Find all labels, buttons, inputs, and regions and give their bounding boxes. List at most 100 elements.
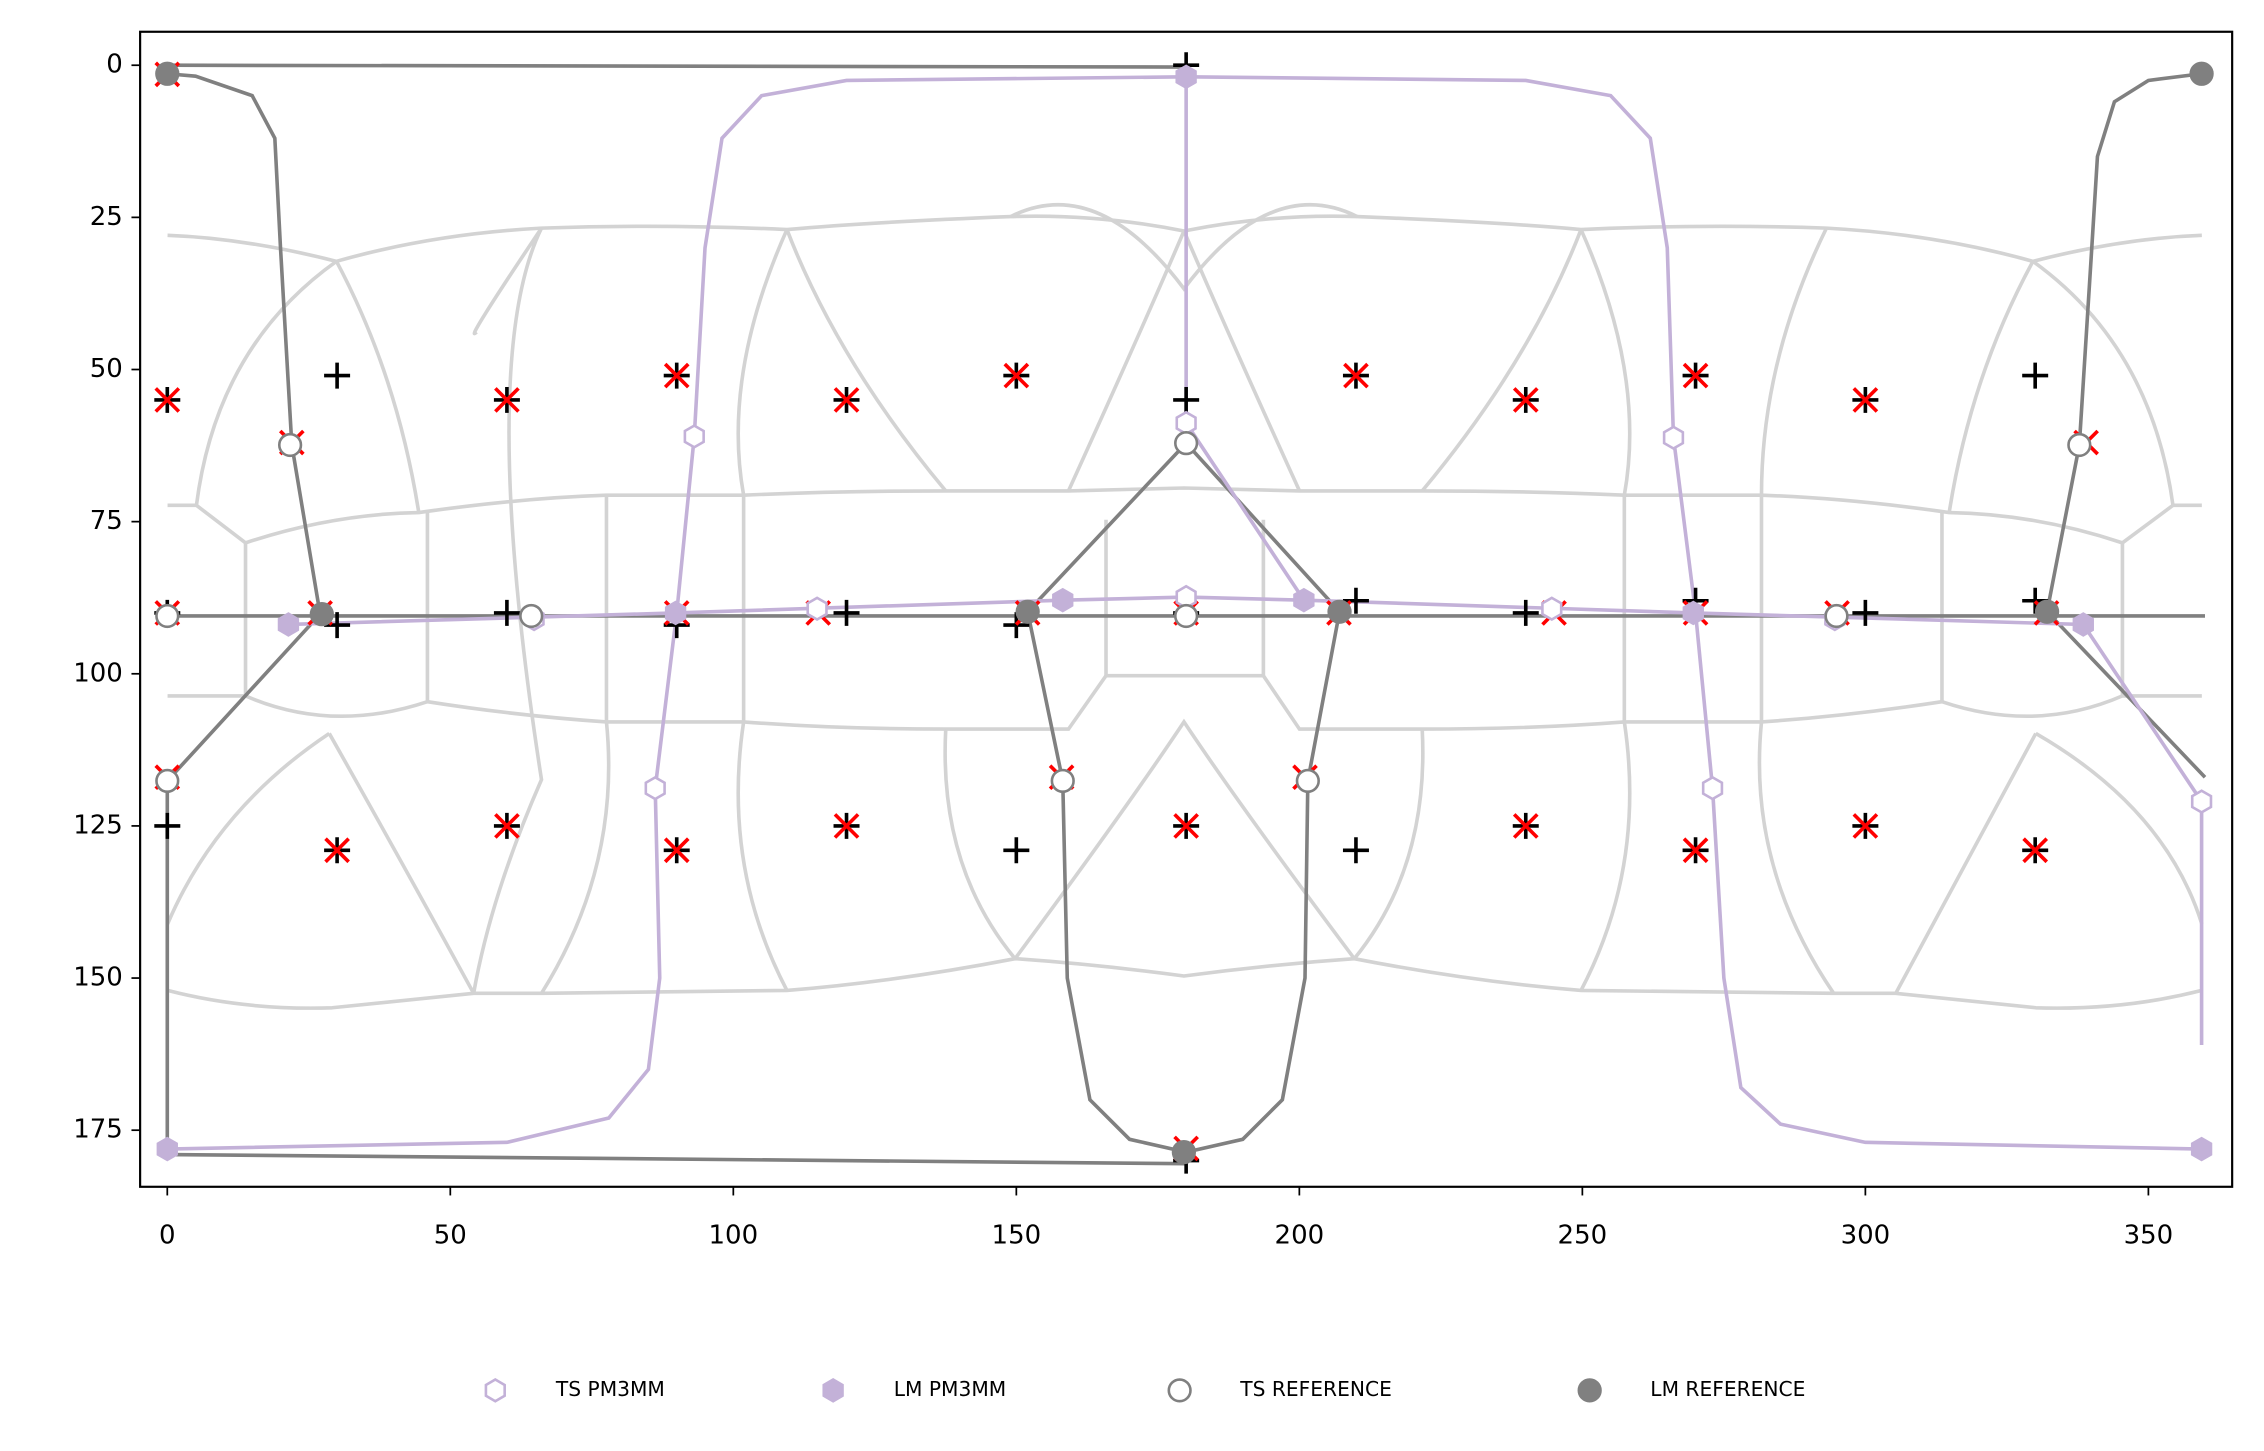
marker [2189, 61, 2214, 86]
plus-marker [1003, 837, 1030, 864]
cross-marker [833, 813, 860, 839]
marker [806, 596, 828, 621]
x-tick-label: 50 [434, 1220, 467, 1250]
cross-marker [1852, 387, 1879, 413]
cross-marker [1343, 362, 1369, 389]
y-tick-label: 25 [90, 202, 123, 232]
legend-label: LM PM3MM [894, 1377, 1006, 1401]
legend: TS PM3MM LM PM3MM TS REFERENCE LM REFERENCE [484, 1377, 1805, 1403]
cross-marker [1512, 813, 1539, 839]
plus-marker [833, 599, 860, 626]
x-tick-label: 300 [1841, 1220, 1891, 1250]
curve [1184, 76, 1306, 602]
cross-marker [1682, 362, 1709, 389]
points [154, 52, 2214, 1174]
cross-marker [154, 387, 181, 413]
plus-marker [1003, 612, 1030, 639]
marker [2072, 612, 2094, 637]
y-tick-label: 175 [73, 1115, 123, 1145]
marker [2190, 789, 2213, 814]
grid-curve [167, 673, 2202, 731]
plus-marker [324, 612, 351, 639]
legend-label: TS REFERENCE [1239, 1377, 1392, 1401]
x-tick-label: 350 [2124, 1220, 2174, 1250]
marker [1171, 1139, 1197, 1165]
cross-marker [2022, 837, 2049, 864]
y-tick-label: 150 [73, 963, 123, 993]
marker [1174, 603, 1199, 629]
marker [2067, 432, 2092, 458]
x-tick-label: 250 [1558, 1220, 1608, 1250]
grid-curve [167, 956, 2203, 1010]
marker [1174, 431, 1199, 456]
cross-marker [1003, 362, 1030, 389]
marker [1541, 596, 1563, 621]
x-tick-label: 0 [159, 1220, 176, 1250]
marker [2034, 599, 2060, 624]
plus-marker [493, 599, 520, 626]
cross-marker [1852, 813, 1879, 839]
marker [155, 768, 180, 794]
cross-marker [663, 837, 690, 864]
x-tick-label: 100 [709, 1220, 759, 1250]
plus-marker [1342, 587, 1369, 614]
y-tick-label: 0 [106, 50, 123, 80]
plus-marker [324, 362, 351, 389]
marker [2190, 1136, 2213, 1162]
cross-marker [1173, 813, 1199, 839]
y-tick-label: 75 [90, 506, 123, 536]
plus-marker [1512, 599, 1539, 626]
marker [519, 603, 544, 629]
legend-marker [1577, 1378, 1602, 1403]
curve [167, 1152, 1187, 1166]
plus-marker [154, 812, 181, 839]
plus-marker [2022, 362, 2049, 389]
marker [277, 612, 300, 637]
cross-marker [1512, 387, 1539, 413]
axes: 0 50 100 150 200 250 300 350 0 25 50 75 100 125 150 175 [73, 50, 2173, 1251]
marker [1052, 587, 1074, 613]
marker [683, 424, 705, 449]
cross-marker [1682, 837, 1709, 864]
x-tick-label: 200 [1275, 1220, 1325, 1250]
marker [155, 61, 180, 86]
plus-marker [1852, 599, 1879, 626]
legend-label: TS PM3MM [555, 1377, 665, 1401]
x-tick-label: 150 [992, 1220, 1042, 1250]
marker [277, 432, 303, 458]
marker [1701, 775, 1724, 801]
plus-marker [1173, 386, 1200, 413]
curve [288, 595, 2204, 1045]
marker [1682, 600, 1704, 626]
curve [167, 63, 1187, 69]
legend-marker [484, 1378, 506, 1403]
cross-marker [663, 362, 690, 389]
marker [1175, 64, 1197, 90]
legend-marker [822, 1378, 844, 1403]
marker [309, 602, 334, 627]
marker [1662, 425, 1685, 450]
curve [165, 71, 323, 1149]
marker [1293, 587, 1315, 613]
cross-marker [833, 387, 860, 413]
marker [1050, 768, 1075, 794]
curve [1025, 440, 1342, 1154]
marker [1327, 599, 1352, 624]
marker [664, 600, 687, 626]
marker [1295, 768, 1320, 794]
cross-marker [324, 837, 350, 864]
marker [644, 775, 666, 801]
marker [156, 1136, 178, 1162]
legend-label: LM REFERENCE [1650, 1377, 1805, 1401]
y-tick-label: 50 [90, 354, 123, 384]
y-tick-label: 125 [73, 810, 123, 840]
marker [1015, 599, 1040, 624]
marker [1175, 410, 1197, 436]
plus-marker [1342, 837, 1369, 864]
cross-marker [494, 813, 520, 839]
plot-frame [139, 30, 2234, 1188]
curve [2045, 71, 2207, 779]
marker [155, 603, 180, 629]
